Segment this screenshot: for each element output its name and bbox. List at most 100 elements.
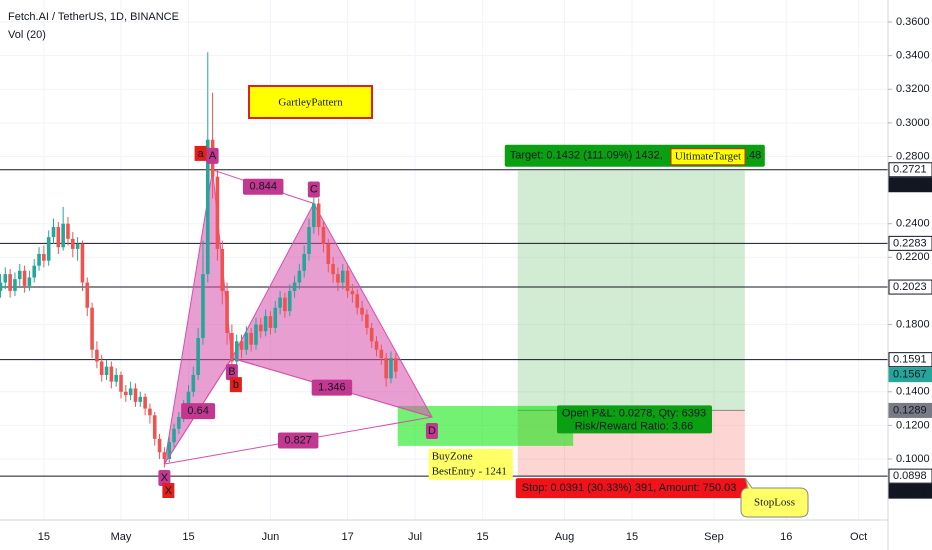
point-label: C	[310, 183, 318, 195]
candle-body	[316, 203, 321, 228]
candle-body	[369, 327, 374, 342]
buy-zone-note	[428, 448, 513, 480]
ratio-box	[181, 403, 216, 420]
x-tick-label: 15	[182, 531, 194, 543]
y-tick-label: 0.2200	[896, 251, 930, 263]
candle-body	[287, 290, 292, 312]
stoploss-label: StopLoss	[754, 497, 795, 509]
candles	[0, 52, 398, 468]
target-label: Target: 0.1432 (111.09%) 1432,	[510, 150, 663, 162]
candle-body	[17, 270, 22, 280]
ratio-box	[242, 178, 284, 195]
x-tick-label: 15	[476, 531, 488, 543]
candle-body	[336, 274, 340, 283]
candle-body	[283, 297, 287, 312]
candle-body	[244, 332, 249, 350]
candle-body	[365, 314, 369, 328]
candle-body	[56, 227, 61, 248]
candle-body	[326, 243, 331, 265]
candle-body	[331, 264, 335, 275]
candle-body	[66, 223, 70, 239]
price-label-box	[888, 177, 932, 193]
candle-body	[22, 270, 27, 286]
candle-body	[302, 253, 306, 271]
axes: 15 May 15 Jun 17 Jul 15 Aug 15 Sep 16 Oct 0.3600 0.34…	[38, 16, 932, 543]
candle-body	[138, 396, 143, 402]
candle-body	[95, 349, 99, 362]
candle-body	[114, 374, 118, 382]
candle-body	[191, 374, 196, 392]
pnl-box	[557, 405, 712, 434]
y-tick-label: 0.1200	[896, 419, 930, 431]
candle-body	[119, 374, 123, 392]
candle-body	[85, 282, 90, 308]
candle-body	[172, 428, 176, 443]
candle-body	[143, 396, 147, 409]
candle-body	[205, 139, 210, 275]
candle-body	[124, 391, 128, 396]
candle-body	[133, 388, 138, 402]
y-tick-label: 0.1400	[896, 386, 930, 398]
candle-body	[13, 279, 17, 291]
candle-body	[32, 265, 37, 278]
pattern-title-box	[248, 85, 373, 119]
pattern-title: GartleyPattern	[278, 97, 343, 109]
price-label-box	[888, 468, 932, 484]
price-label: 0.1289	[893, 404, 927, 416]
pnl-label: Open P&L: 0.0278, Qty: 6393	[562, 407, 706, 419]
candle-body	[99, 361, 104, 375]
x-tick-label: 15	[626, 531, 638, 543]
indicator-label: Vol (20)	[8, 29, 46, 41]
candle-body	[152, 415, 157, 439]
price-label-box	[888, 162, 932, 178]
candle-body	[177, 416, 181, 429]
price-label: 0.1567	[893, 369, 927, 381]
candle-body	[384, 358, 388, 379]
buy-zone-label: BestEntry - 1241	[432, 465, 507, 477]
tag-box	[162, 483, 175, 499]
x-tick-label: 17	[341, 531, 353, 543]
stoploss-callout	[740, 477, 809, 518]
x-tick-label: 16	[780, 531, 792, 543]
tag-label: X	[165, 485, 173, 497]
candle-body	[321, 227, 326, 244]
ratio-label: 0.64	[187, 405, 208, 417]
x-tick-label: May	[111, 531, 132, 543]
candle-body	[220, 248, 225, 291]
candle-body	[46, 237, 51, 261]
rr-label: Risk/Reward Ratio: 3.66	[575, 420, 694, 432]
y-tick-label: 0.2400	[896, 218, 930, 230]
candle-body	[42, 253, 46, 261]
candle-body	[389, 358, 393, 379]
candle-body	[239, 341, 244, 350]
point-box	[307, 181, 320, 198]
candle-body	[109, 366, 114, 382]
candle-body	[230, 332, 234, 362]
candle-body	[292, 282, 297, 291]
candle-body	[80, 243, 85, 283]
price-label-box	[888, 235, 932, 251]
candle-body	[167, 442, 172, 459]
candle-body	[225, 290, 229, 333]
candle-body	[201, 274, 205, 338]
candle-body	[162, 452, 167, 459]
candle-body	[128, 388, 133, 396]
overlay-front: 0.844 1.346 0.64 0.827 XX Aa Bb C D GartleyPatter…	[158, 85, 809, 518]
candle-body	[268, 316, 273, 328]
x-tick-label: Oct	[850, 531, 867, 543]
candle-body	[186, 391, 191, 406]
candle-body	[8, 274, 12, 291]
price-label-box	[888, 402, 932, 418]
price-label: 0.2715	[893, 179, 927, 191]
candle-body	[51, 227, 56, 238]
candle-body	[273, 307, 278, 328]
y-tick-label: 0.2800	[896, 150, 930, 162]
point-box	[425, 422, 438, 439]
candle-body	[297, 270, 302, 283]
ratio-box	[311, 379, 353, 396]
candle-body	[70, 238, 75, 249]
candle-body	[374, 341, 379, 350]
candle-body	[379, 349, 384, 359]
price-label: 0.1591	[893, 354, 927, 366]
point-box	[158, 470, 171, 487]
